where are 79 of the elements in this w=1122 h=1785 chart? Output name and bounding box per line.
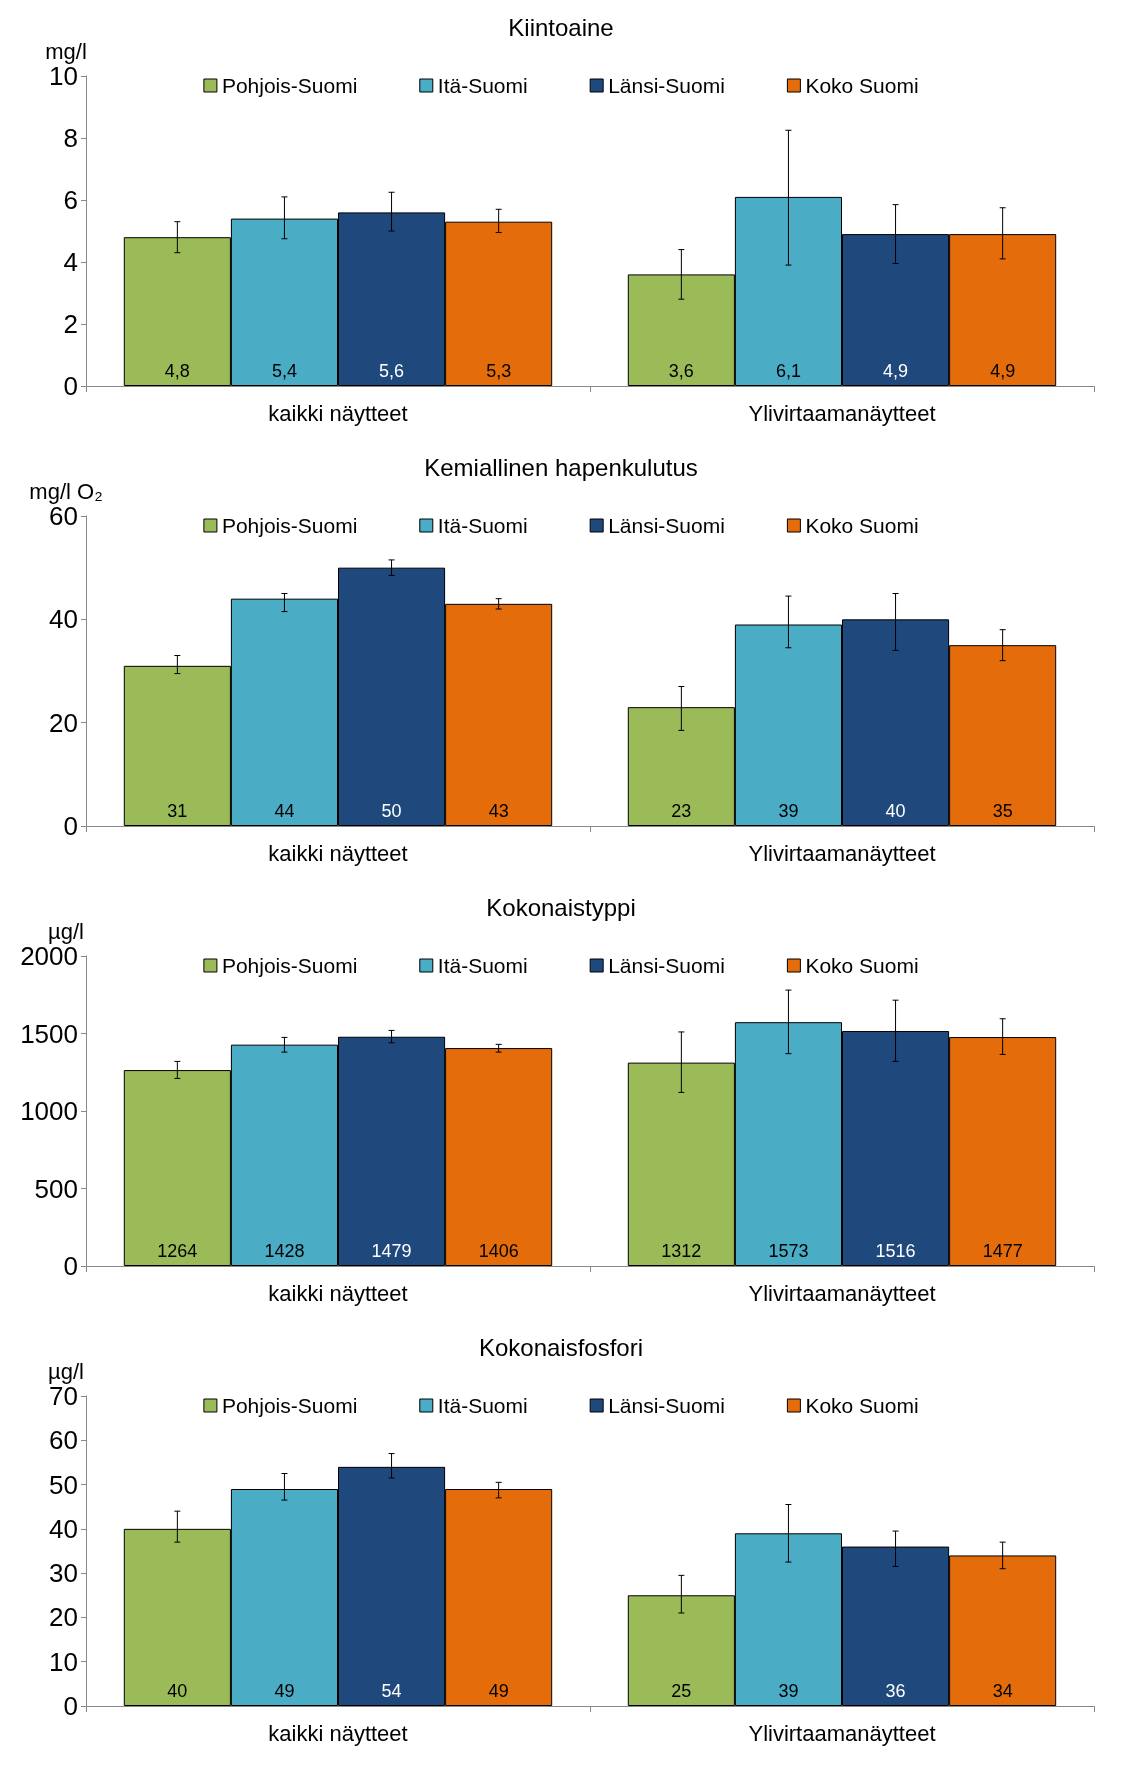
- y-tick-label: 20: [49, 707, 78, 738]
- legend-label: Länsi-Suomi: [608, 514, 725, 537]
- legend-label: Koko Suomi: [805, 74, 919, 97]
- y-tick-label: 1000: [20, 1096, 78, 1126]
- data-label: 1477: [982, 1241, 1023, 1261]
- legend-label: Pohjois-Suomi: [221, 74, 358, 97]
- data-label: 36: [885, 1681, 906, 1701]
- data-label: 4,8: [164, 361, 190, 381]
- data-label: 5,3: [486, 361, 512, 381]
- data-label: 1312: [661, 1241, 702, 1261]
- y-tick-label: 10: [49, 1646, 78, 1677]
- legend-label: Koko Suomi: [805, 1394, 919, 1417]
- x-tick-label: kaikki näytteet: [268, 840, 408, 866]
- data-label: 23: [671, 801, 692, 821]
- y-tick-label: 4: [63, 247, 78, 277]
- data-label: 39: [778, 1681, 799, 1701]
- legend-label: Pohjois-Suomi: [221, 954, 358, 977]
- y-tick-label: 60: [49, 1425, 78, 1456]
- data-label: 1516: [875, 1241, 916, 1261]
- y-tick-label: 0: [63, 1251, 78, 1281]
- legend-label: Länsi-Suomi: [608, 954, 725, 977]
- legend-label: Itä-Suomi: [437, 1394, 528, 1417]
- legend-label: Länsi-Suomi: [608, 74, 725, 97]
- x-tick-label: kaikki näytteet: [268, 1720, 408, 1746]
- data-label: 39: [778, 801, 799, 821]
- y-tick-label: 50: [49, 1469, 78, 1500]
- chart-title: Kemiallinen hapenkulutus: [424, 453, 698, 481]
- data-label: 49: [488, 1681, 509, 1701]
- x-tick-label: Ylivirtaamanäytteet: [748, 1280, 936, 1306]
- y-tick-label: 0: [63, 811, 78, 841]
- data-label: 35: [992, 801, 1013, 821]
- data-label: 6,1: [775, 361, 801, 381]
- y-tick-label: 0: [63, 371, 78, 401]
- legend-label: Itä-Suomi: [437, 74, 528, 97]
- legend-label: Pohjois-Suomi: [221, 1394, 358, 1417]
- y-tick-label: 500: [34, 1173, 78, 1204]
- data-label: 40: [167, 1681, 188, 1701]
- data-label: 31: [167, 801, 188, 821]
- y-tick-label: 2: [63, 309, 78, 339]
- legend-label: Itä-Suomi: [437, 514, 528, 537]
- y-tick-label: 20: [49, 1602, 78, 1633]
- y-tick-label: 0: [63, 1691, 78, 1721]
- y-tick-label: 30: [49, 1558, 78, 1589]
- data-label: 4,9: [990, 361, 1016, 381]
- data-label: 1479: [371, 1241, 412, 1261]
- data-label: 1573: [768, 1241, 809, 1261]
- legend-label: Pohjois-Suomi: [221, 514, 358, 537]
- x-tick-label: kaikki näytteet: [268, 400, 408, 426]
- legend-label: Itä-Suomi: [437, 954, 528, 977]
- data-label: 44: [274, 801, 295, 821]
- data-label: 1428: [264, 1241, 305, 1261]
- data-label: 1406: [478, 1241, 519, 1261]
- data-label: 5,6: [379, 361, 405, 381]
- chart-title: Kokonaistyppi: [486, 893, 636, 921]
- y-tick-label: 40: [49, 1513, 78, 1544]
- data-label: 49: [274, 1681, 295, 1701]
- x-tick-label: Ylivirtaamanäytteet: [748, 400, 936, 426]
- chart-title: Kiintoaine: [508, 13, 614, 41]
- legend-label: Koko Suomi: [805, 954, 919, 977]
- data-label: 3,6: [668, 361, 694, 381]
- legend-label: Koko Suomi: [805, 514, 919, 537]
- data-label: 54: [381, 1681, 402, 1701]
- data-label: 25: [671, 1681, 692, 1701]
- x-tick-label: kaikki näytteet: [268, 1280, 408, 1306]
- y-tick-label: 8: [63, 123, 78, 153]
- data-label: 50: [381, 801, 402, 821]
- y-tick-label: 6: [63, 185, 78, 215]
- chart-title: Kokonaisfosfori: [478, 1333, 644, 1361]
- x-tick-label: Ylivirtaamanäytteet: [748, 840, 936, 866]
- data-label: 1264: [157, 1241, 198, 1261]
- y-tick-label: 40: [49, 604, 78, 635]
- legend-label: Länsi-Suomi: [608, 1394, 725, 1417]
- data-label: 40: [885, 801, 906, 821]
- data-label: 34: [992, 1681, 1013, 1701]
- data-label: 5,4: [271, 361, 297, 381]
- data-label: 43: [488, 801, 509, 821]
- y-tick-label: 1500: [20, 1018, 78, 1049]
- x-tick-label: Ylivirtaamanäytteet: [748, 1720, 936, 1746]
- data-label: 4,9: [883, 361, 909, 381]
